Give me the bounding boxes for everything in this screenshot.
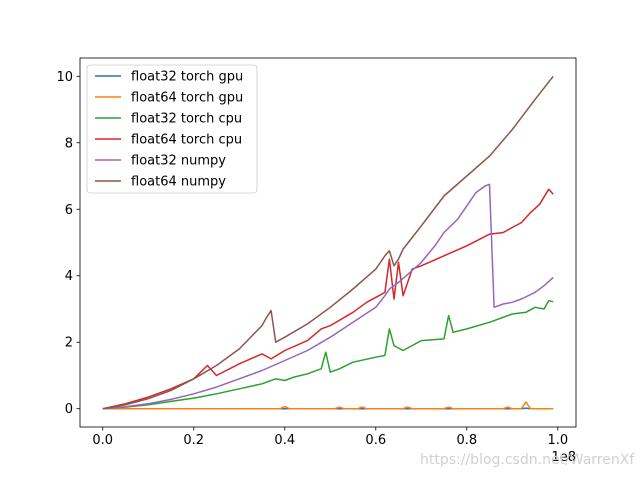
y-tick-label: 6 bbox=[65, 203, 73, 218]
legend-label: float64 torch cpu bbox=[131, 133, 242, 148]
y-tick-label: 8 bbox=[65, 136, 73, 151]
legend-box bbox=[86, 64, 258, 194]
series-line-float32-torch-cpu bbox=[102, 299, 554, 410]
series-line-float64-numpy bbox=[102, 75, 554, 410]
y-tick-label: 2 bbox=[65, 336, 73, 351]
series-line-float64-torch-gpu bbox=[102, 401, 554, 410]
legend: float32 torch gpu float64 torch gpu float3… bbox=[86, 64, 258, 194]
x-tick-label: 0.6 bbox=[365, 433, 386, 448]
x-axis-offset-label: 1e8 bbox=[551, 450, 576, 465]
plot-frame bbox=[79, 57, 577, 428]
y-tick-label: 10 bbox=[56, 70, 73, 85]
x-tick-label: 1.0 bbox=[547, 433, 568, 448]
legend-label: float32 torch gpu bbox=[131, 70, 243, 85]
y-tick-label: 0 bbox=[65, 402, 73, 417]
series-lines bbox=[102, 75, 554, 410]
x-tick-label: 0.8 bbox=[456, 433, 477, 448]
legend-label: float64 torch gpu bbox=[131, 91, 243, 106]
legend-label: float32 torch cpu bbox=[131, 112, 242, 127]
x-tick-label: 0.2 bbox=[183, 433, 204, 448]
y-tick-label: 4 bbox=[65, 269, 73, 284]
x-tick-label: 0.4 bbox=[274, 433, 295, 448]
watermark-text: https://blog.csdn.net/WarrenXf bbox=[420, 452, 635, 468]
x-axis: 0.0 0.2 0.4 0.6 0.8 1.0 bbox=[92, 427, 568, 448]
y-axis: 0 2 4 6 8 10 bbox=[56, 70, 80, 417]
legend-label: float32 numpy bbox=[131, 154, 226, 169]
series-line-float32-numpy bbox=[102, 183, 554, 410]
legend-label: float64 numpy bbox=[131, 175, 226, 190]
x-tick-label: 0.0 bbox=[92, 433, 113, 448]
series-line-float64-torch-cpu bbox=[102, 188, 554, 410]
